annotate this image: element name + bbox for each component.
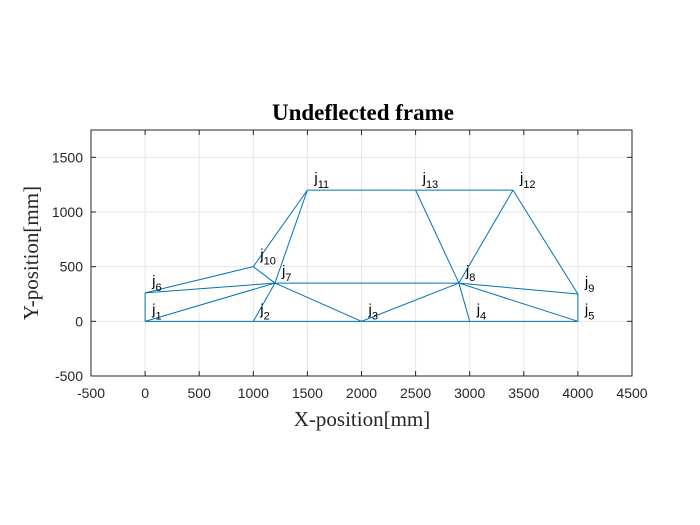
x-tick-label: 4500	[616, 385, 647, 401]
x-tick-label: -500	[77, 385, 105, 401]
x-tick-label: 1000	[238, 385, 269, 401]
x-tick-label: 2500	[400, 385, 431, 401]
joint-label: j1	[151, 301, 161, 322]
x-tick-label: 4000	[562, 385, 593, 401]
joint-label: j10	[259, 247, 276, 268]
y-tick-labels: -500 0 500 1000 1500	[52, 149, 83, 384]
x-tick-label: 3000	[454, 385, 485, 401]
y-tick-label: 0	[75, 313, 83, 329]
frame-member	[274, 282, 362, 322]
joint-label: j13	[422, 170, 439, 191]
x-tick-labels: -500 0 500 1000 1500 2000 2500 3000 3500 4000 4500	[77, 385, 648, 401]
frame-member	[415, 189, 460, 284]
frame-member	[252, 282, 276, 322]
y-tick-label: 1000	[52, 204, 83, 220]
frame-member	[252, 266, 276, 284]
joint-label: j2	[259, 301, 269, 322]
joint-label: j6	[151, 273, 161, 294]
frame-member	[512, 189, 579, 295]
joint-labels: j1 j2 j3 j4 j5 j6 j7 j8 j9 j10 j11 j12 j13	[151, 170, 594, 322]
chart-title: Undeflected frame	[272, 100, 454, 125]
joint-label: j8	[465, 263, 475, 284]
x-tick-label: 1500	[292, 385, 323, 401]
x-tick-label: 2000	[346, 385, 377, 401]
frame-member	[144, 266, 254, 294]
joint-label: j9	[584, 274, 594, 295]
frame-member	[458, 282, 471, 322]
joint-label: j4	[476, 301, 486, 322]
x-tick-label: 3500	[508, 385, 539, 401]
joint-label: j3	[368, 301, 378, 322]
tick-marks	[90, 130, 633, 377]
joint-label: j7	[281, 263, 291, 284]
frame-member	[252, 189, 308, 267]
frame-member	[458, 282, 579, 322]
y-tick-label: 1500	[52, 149, 83, 165]
joint-label: j5	[584, 301, 594, 322]
frame-members	[144, 189, 579, 322]
y-tick-label: 500	[60, 259, 84, 275]
frame-member	[458, 189, 514, 284]
y-tick-label: -500	[55, 368, 83, 384]
x-axis-title: X-position[mm]	[294, 407, 431, 431]
frame-member	[458, 282, 578, 295]
frame-member	[145, 282, 275, 294]
frame-member	[144, 282, 276, 322]
x-tick-label: 0	[141, 385, 149, 401]
x-tick-label: 500	[188, 385, 212, 401]
frame-member	[274, 189, 308, 284]
joint-label: j12	[519, 170, 536, 191]
y-axis-title: Y-position[mm]	[19, 186, 43, 320]
frame-member	[361, 282, 460, 322]
joint-label: j11	[313, 170, 329, 191]
